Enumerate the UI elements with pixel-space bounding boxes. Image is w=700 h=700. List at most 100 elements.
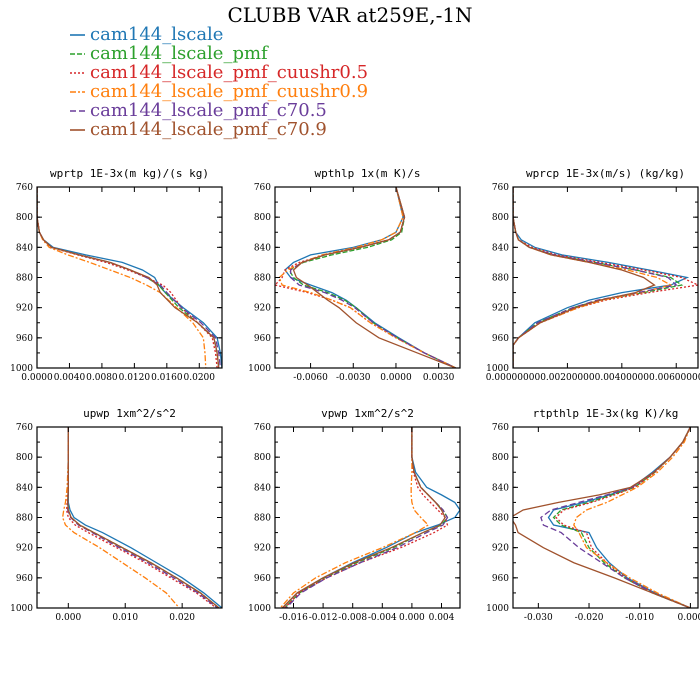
series-line	[292, 187, 456, 368]
legend-item: cam144_lscale	[70, 24, 223, 45]
x-tick-label: -0.0060	[293, 373, 328, 383]
y-tick-label: 840	[16, 483, 33, 493]
y-tick-label: 1000	[248, 364, 271, 374]
x-tick-label: 0.0030	[423, 373, 455, 383]
y-tick-label: 840	[492, 483, 509, 493]
y-tick-label: 800	[16, 213, 33, 223]
series-line	[513, 187, 678, 368]
x-tick-label: -0.008	[338, 613, 367, 623]
y-tick-label: 1000	[10, 364, 33, 374]
series-line	[284, 187, 457, 368]
y-tick-label: 840	[254, 483, 271, 493]
series-line	[61, 427, 180, 608]
series-line	[285, 427, 449, 608]
y-tick-label: 800	[492, 453, 509, 463]
series-line	[67, 427, 220, 608]
panel-title: wprtp 1E-3x(m kg)/(s kg)	[50, 167, 209, 180]
panel-title: upwp 1xm^2/s^2	[83, 407, 176, 420]
x-tick-label: -0.004	[368, 613, 397, 623]
series-line	[552, 427, 691, 608]
x-tick-label: 0.00200000	[540, 373, 595, 383]
panel: wpthlp 1x(m K)/s 760 800 840 880 920 960 1000 -0…	[248, 167, 461, 383]
y-tick-label: 1000	[248, 604, 271, 614]
y-tick-label: 760	[254, 423, 271, 433]
x-tick-label: 0.0000	[21, 373, 53, 383]
x-tick-label: -0.020	[575, 613, 604, 623]
x-tick-label: -0.010	[625, 613, 654, 623]
legend-label: cam144_lscale_pmf_cuushr0.9	[90, 81, 368, 102]
legend-label: cam144_lscale_pmf_c70.5	[90, 100, 327, 121]
panel: wprtp 1E-3x(m kg)/(s kg) 760 800 840 880 920 9…	[10, 167, 223, 383]
y-tick-label: 960	[16, 574, 33, 584]
plot-frame	[274, 426, 461, 609]
x-tick-label: 0.000	[678, 613, 700, 623]
x-tick-label: 0.0040	[54, 373, 86, 383]
x-tick-label: -0.030	[524, 613, 553, 623]
x-tick-label: 0.00400000	[595, 373, 650, 383]
series-line	[513, 187, 673, 368]
series-line	[284, 427, 449, 608]
legend-item: cam144_lscale_pmf_c70.5	[70, 100, 327, 121]
series-group	[513, 187, 698, 368]
series-group	[37, 187, 222, 368]
panel: rtpthlp 1E-3x(kg K)/kg 760 800 840 880 920 960…	[486, 407, 700, 623]
y-tick-label: 880	[492, 514, 509, 524]
series-line	[37, 187, 207, 368]
series-line	[288, 187, 457, 368]
y-tick-label: 880	[492, 274, 509, 284]
y-tick-label: 760	[492, 423, 509, 433]
panel: vpwp 1xm^2/s^2 760 800 840 880 920 960 1000 -0.0…	[248, 407, 461, 623]
plot-frame	[274, 186, 461, 369]
x-tick-label: 0.00600000	[649, 373, 700, 383]
plot-frame	[36, 426, 223, 609]
series-line	[65, 427, 217, 608]
x-tick-label: 0.00000000	[486, 373, 541, 383]
y-tick-label: 920	[492, 304, 509, 314]
x-tick-label: -0.016	[279, 613, 308, 623]
series-group	[279, 427, 460, 608]
series-group	[275, 187, 457, 368]
y-tick-label: 760	[492, 183, 509, 193]
legend-label: cam144_lscale_pmf_c70.9	[90, 119, 327, 140]
x-tick-label: -0.0030	[336, 373, 371, 383]
x-tick-label: 0.010	[112, 613, 138, 623]
series-line	[37, 187, 218, 368]
y-tick-label: 960	[16, 334, 33, 344]
panel: upwp 1xm^2/s^2 760 800 840 880 920 960 1000 0.00…	[10, 407, 223, 623]
legend-item: cam144_lscale_pmf_c70.9	[70, 119, 327, 140]
x-tick-label: 0.0160	[151, 373, 183, 383]
y-tick-label: 960	[254, 334, 271, 344]
series-line	[278, 187, 457, 368]
y-tick-label: 880	[254, 514, 271, 524]
y-tick-label: 800	[254, 213, 271, 223]
legend-item: cam144_lscale_pmf_cuushr0.5	[70, 62, 368, 83]
y-tick-label: 840	[492, 243, 509, 253]
series-line	[67, 427, 218, 608]
x-tick-label: 0.020	[169, 613, 195, 623]
panels: wprtp 1E-3x(m kg)/(s kg) 760 800 840 880 920 9…	[10, 167, 700, 623]
y-tick-label: 1000	[486, 604, 509, 614]
y-tick-label: 760	[16, 183, 33, 193]
y-tick-label: 960	[254, 574, 271, 584]
series-line	[547, 427, 691, 608]
y-tick-label: 800	[254, 453, 271, 463]
x-tick-label: 0.000	[399, 613, 425, 623]
legend-label: cam144_lscale_pmf_cuushr0.5	[90, 62, 368, 83]
series-line	[284, 427, 449, 608]
series-line	[513, 187, 656, 368]
y-tick-label: 1000	[10, 604, 33, 614]
series-line	[513, 427, 691, 608]
y-tick-label: 800	[492, 213, 509, 223]
x-tick-label: 0.0120	[119, 373, 151, 383]
y-tick-label: 920	[16, 304, 33, 314]
y-tick-label: 960	[492, 574, 509, 584]
x-tick-label: 0.004	[429, 613, 455, 623]
panel-title: vpwp 1xm^2/s^2	[321, 407, 414, 420]
y-tick-label: 880	[16, 274, 33, 284]
y-tick-label: 920	[254, 304, 271, 314]
series-line	[279, 427, 430, 608]
series-line	[281, 427, 446, 608]
y-tick-label: 960	[492, 334, 509, 344]
series-line	[289, 187, 457, 368]
